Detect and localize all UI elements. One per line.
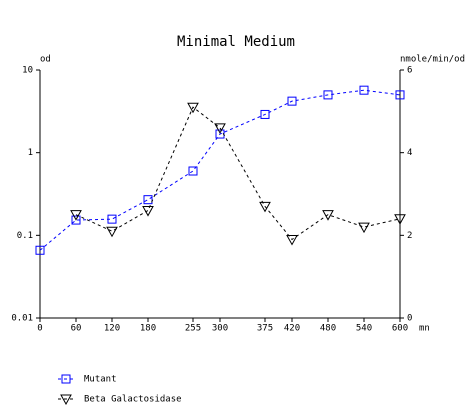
marker	[395, 90, 405, 100]
x-axis-label: mn	[419, 324, 430, 334]
marker	[260, 109, 270, 119]
legend-label: Beta Galactosidase	[84, 395, 182, 405]
y-tick-label: 10	[22, 66, 33, 76]
marker	[286, 234, 298, 246]
marker	[287, 96, 297, 106]
marker	[358, 222, 370, 234]
marker	[106, 226, 118, 238]
marker	[259, 201, 271, 213]
marker	[35, 245, 45, 255]
x-tick-label: 600	[392, 324, 408, 334]
legend-marker	[60, 394, 72, 405]
marker	[322, 210, 334, 221]
marker	[143, 195, 153, 205]
y-tick-label: 0.01	[11, 314, 33, 324]
x-tick-label: 300	[212, 324, 228, 334]
marker	[323, 90, 333, 100]
series-line	[75, 106, 401, 241]
marker	[70, 210, 82, 221]
x-tick-label: 420	[284, 324, 300, 334]
x-tick-label: 255	[185, 324, 201, 334]
marker	[394, 214, 406, 225]
chart-title: Minimal Medium	[177, 34, 295, 50]
x-tick-label: 60	[71, 324, 82, 334]
y2-tick-label: 4	[407, 148, 412, 158]
x-tick-label: 180	[140, 324, 156, 334]
marker	[142, 206, 154, 217]
y-axis-label: od	[40, 55, 51, 65]
legend-marker	[61, 374, 71, 384]
legend-label: Mutant	[84, 375, 117, 385]
x-tick-label: 375	[257, 324, 273, 334]
series-line	[39, 89, 401, 251]
y2-tick-label: 6	[407, 66, 412, 76]
x-tick-label: 480	[320, 324, 336, 334]
x-tick-label: 540	[356, 324, 372, 334]
marker	[71, 215, 81, 225]
marker	[187, 102, 199, 114]
y-tick-label: 0.1	[17, 231, 33, 241]
x-tick-label: 120	[104, 324, 120, 334]
marker	[214, 123, 226, 134]
marker	[359, 85, 369, 95]
marker	[107, 214, 117, 224]
marker	[188, 166, 198, 176]
x-tick-label: 0	[37, 324, 42, 334]
y2-tick-label: 0	[407, 314, 412, 324]
y2-axis-label: nmole/min/od	[400, 55, 465, 65]
y-tick-label: 1	[28, 148, 33, 158]
y2-tick-label: 2	[407, 231, 412, 241]
